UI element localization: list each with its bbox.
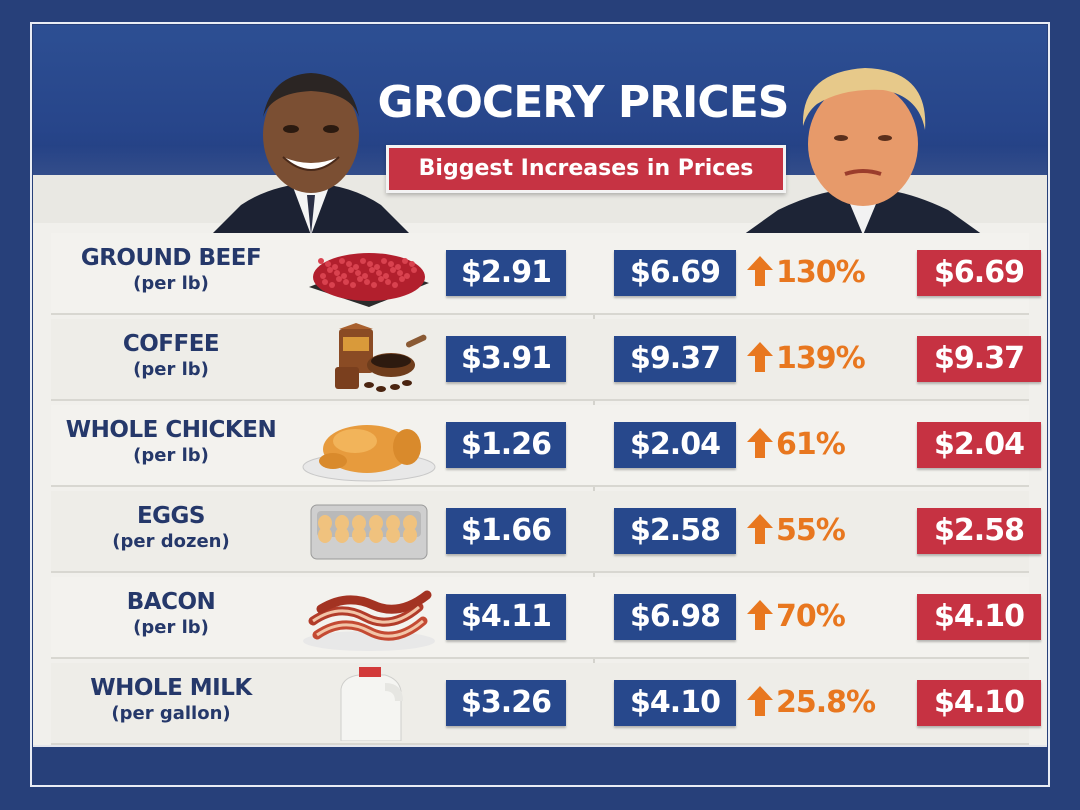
item-label: EGGS (per dozen) (51, 503, 291, 552)
price-column-1: $1.26 (446, 422, 566, 468)
up-arrow-icon (747, 428, 773, 458)
price-column-1: $4.11 (446, 594, 566, 640)
percent-change: 139% (747, 336, 917, 382)
price-column-2: $4.10 (614, 680, 736, 726)
milk-jug-icon (299, 667, 439, 742)
table-row: COFFEE (per lb) $3.91 $9.37 139% $9.37 (51, 319, 1041, 401)
table-row: GROUND BEEF (per lb) $2.91 $6.69 130% $6… (51, 233, 1041, 315)
coffee-icon (299, 323, 439, 397)
chicken-icon (299, 409, 439, 483)
percent-change-value: 61% (776, 427, 846, 462)
up-arrow-icon (747, 256, 773, 286)
item-label: WHOLE CHICKEN (per lb) (51, 417, 291, 466)
subtitle-banner: Biggest Increases in Prices (386, 145, 786, 193)
ground-beef-icon (299, 237, 439, 311)
table-row: BACON (per lb) $4.11 $6.98 70% $4.10 (51, 577, 1041, 659)
left-portrait (211, 73, 411, 235)
item-name: BACON (126, 589, 216, 615)
table-row: WHOLE CHICKEN (per lb) $1.26 $2.04 61% $… (51, 405, 1041, 487)
table-row: EGGS (per dozen) $1.66 $2.58 55% $2.58 (51, 491, 1041, 573)
item-name: WHOLE MILK (90, 675, 252, 701)
item-unit: (per lb) (133, 273, 209, 294)
bottom-strip (33, 747, 1047, 784)
percent-change: 61% (747, 422, 917, 468)
up-arrow-icon (747, 342, 773, 372)
up-arrow-icon (747, 686, 773, 716)
price-column-1: $1.66 (446, 508, 566, 554)
price-column-2: $6.98 (614, 594, 736, 640)
item-name: EGGS (136, 503, 206, 529)
item-label: WHOLE MILK (per gallon) (51, 675, 291, 724)
item-unit: (per lb) (133, 359, 209, 380)
item-unit: (per gallon) (111, 703, 231, 724)
percent-change-value: 139% (776, 341, 866, 376)
percent-change-value: 130% (776, 255, 866, 290)
price-column-3: $2.04 (917, 422, 1041, 468)
item-label: BACON (per lb) (51, 589, 291, 638)
price-column-1: $2.91 (446, 250, 566, 296)
price-column-3: $2.58 (917, 508, 1041, 554)
up-arrow-icon (747, 514, 773, 544)
item-name: GROUND BEEF (80, 245, 262, 271)
percent-change-value: 25.8% (776, 685, 876, 720)
price-column-2: $6.69 (614, 250, 736, 296)
bottom-rule (33, 745, 1047, 747)
item-name: COFFEE (122, 331, 220, 357)
page-title: GROCERY PRICES (377, 77, 790, 128)
price-column-2: $9.37 (614, 336, 736, 382)
price-column-3: $4.10 (917, 594, 1041, 640)
price-column-1: $3.26 (446, 680, 566, 726)
outer-frame (30, 22, 1050, 787)
percent-change: 55% (747, 508, 917, 554)
item-unit: (per dozen) (112, 531, 230, 552)
price-column-3: $9.37 (917, 336, 1041, 382)
item-label: GROUND BEEF (per lb) (51, 245, 291, 294)
item-label: COFFEE (per lb) (51, 331, 291, 380)
percent-change: 70% (747, 594, 917, 640)
item-unit: (per lb) (133, 445, 209, 466)
item-unit: (per lb) (133, 617, 209, 638)
percent-change: 25.8% (747, 680, 917, 726)
price-column-2: $2.04 (614, 422, 736, 468)
table-row: WHOLE MILK (per gallon) $3.26 $4.10 25.8… (51, 663, 1041, 745)
up-arrow-icon (747, 600, 773, 630)
price-column-3: $4.10 (917, 680, 1041, 726)
price-column-3: $6.69 (917, 250, 1041, 296)
percent-change-value: 55% (776, 513, 846, 548)
item-name: WHOLE CHICKEN (65, 417, 277, 443)
infographic-panel: GROCERY PRICES Biggest Increases in Pric… (33, 25, 1047, 784)
subtitle: Biggest Increases in Prices (418, 156, 754, 181)
price-column-2: $2.58 (614, 508, 736, 554)
percent-change-value: 70% (776, 599, 846, 634)
right-portrait (743, 68, 983, 235)
bacon-icon (299, 581, 439, 655)
percent-change: 130% (747, 250, 917, 296)
price-column-1: $3.91 (446, 336, 566, 382)
eggs-icon (299, 495, 439, 569)
